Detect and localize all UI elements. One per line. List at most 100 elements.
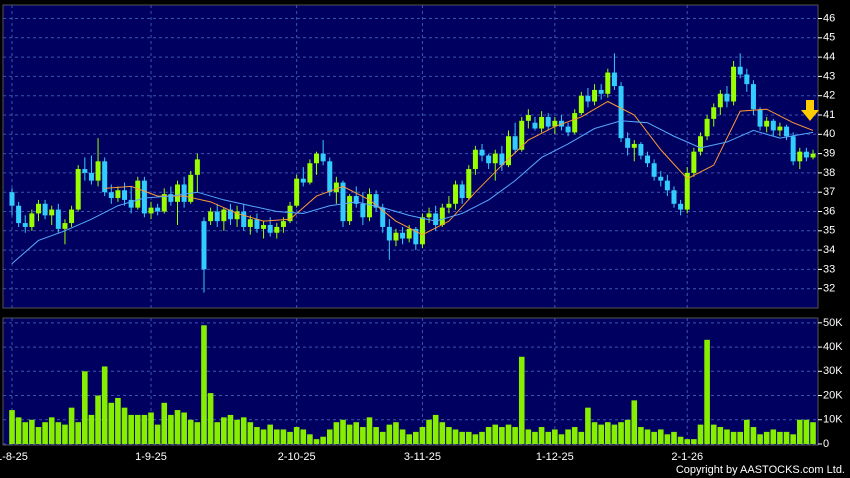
volume-bar: [353, 422, 360, 444]
volume-bar: [465, 431, 472, 444]
candle-body: [49, 209, 55, 216]
candle-body: [645, 155, 651, 164]
volume-bar: [148, 412, 154, 444]
volume-bar: [240, 417, 247, 444]
candle-body: [35, 203, 41, 214]
candle-body: [380, 207, 386, 227]
volume-bar: [393, 422, 399, 444]
volume-bar: [552, 429, 558, 444]
volume-bar: [750, 427, 757, 444]
volume-bar: [194, 422, 201, 444]
candle-body: [433, 213, 439, 226]
y-tick-label: 41: [823, 109, 835, 121]
volume-bar: [340, 419, 346, 444]
volume-bar: [744, 419, 750, 444]
volume-bar: [638, 427, 644, 444]
x-tick-label: 2-1-26: [671, 451, 703, 463]
y-tick-label: 38: [823, 167, 835, 179]
candle-body: [400, 232, 406, 239]
volume-bar: [68, 407, 75, 444]
volume-bar: [657, 429, 664, 444]
candle-body: [141, 180, 147, 214]
volume-bar: [29, 419, 35, 444]
volume-bar: [267, 424, 273, 444]
moving-average: [104, 100, 814, 236]
candle-body: [320, 153, 326, 162]
volume-tick-label: 10K: [823, 414, 843, 426]
candle-body: [135, 180, 141, 208]
volume-bar: [360, 427, 366, 444]
volume-bar: [214, 422, 221, 444]
volume-tick-label: 30K: [823, 365, 843, 377]
volume-bar: [763, 431, 770, 444]
volume-bar: [485, 427, 492, 444]
candle-body: [532, 122, 538, 129]
candle-body: [254, 219, 260, 229]
candle-body: [115, 190, 121, 198]
volume-bar: [432, 414, 439, 444]
volume-bar: [605, 422, 611, 444]
volume-bar: [161, 402, 168, 444]
volume-bar: [446, 427, 452, 444]
volume-bar: [82, 371, 88, 444]
volume-bar: [499, 427, 505, 444]
candle-body: [711, 107, 717, 119]
candle-body: [697, 136, 703, 152]
candle-body: [327, 161, 333, 193]
y-tick-label: 34: [823, 244, 835, 256]
volume-bar: [664, 434, 671, 444]
candle-body: [651, 163, 657, 177]
candle-body: [605, 72, 611, 94]
candle-body: [472, 149, 478, 170]
y-tick-label: 46: [823, 12, 835, 24]
candle-body: [664, 180, 670, 191]
y-tick-label: 37: [823, 186, 835, 198]
volume-bar: [796, 419, 803, 444]
candle-body: [307, 163, 313, 183]
candle-body: [340, 182, 346, 222]
volume-bar: [134, 414, 141, 444]
volume-bar: [254, 427, 260, 444]
volume-bar: [571, 427, 578, 444]
candle-body: [631, 143, 637, 148]
volume-bar: [710, 424, 717, 444]
volume-bar: [181, 412, 187, 444]
candle-body: [585, 95, 591, 102]
x-tick-label: 3-11-25: [404, 451, 441, 463]
volume-bar: [479, 431, 485, 444]
y-tick-label: 35: [823, 225, 835, 237]
price-panel: [2, 4, 819, 309]
y-tick-label: 33: [823, 263, 835, 275]
candle-body: [777, 126, 783, 131]
candle-body: [731, 66, 737, 102]
candle-body: [486, 155, 492, 164]
volume-bar: [691, 439, 697, 444]
candle-body: [386, 226, 392, 241]
candle-body: [611, 72, 617, 87]
candle-body: [69, 209, 75, 224]
candle-body: [684, 172, 690, 210]
x-tick-label: 2-10-25: [278, 451, 316, 463]
candle-body: [108, 192, 114, 198]
candle-body: [168, 194, 174, 202]
candle-body: [201, 221, 207, 270]
arrow-icon: [801, 100, 819, 121]
volume-bar: [75, 422, 81, 444]
candle-body: [413, 228, 419, 245]
volume-bar: [585, 407, 591, 444]
volume-bar: [15, 417, 22, 444]
volume-bar: [737, 431, 743, 444]
candle-body: [724, 93, 730, 102]
volume-bar: [346, 424, 353, 444]
volume-tick-label: 20K: [823, 389, 843, 401]
volume-bar: [42, 422, 48, 444]
candle-body: [459, 184, 465, 198]
y-tick-label: 44: [823, 51, 835, 63]
volume-bar: [141, 414, 148, 444]
volume-bar: [22, 422, 29, 444]
candle-body: [525, 115, 531, 121]
candle-body: [122, 190, 128, 200]
y-tick-label: 45: [823, 32, 835, 44]
candle-body: [208, 211, 214, 222]
candle-body: [88, 172, 94, 181]
